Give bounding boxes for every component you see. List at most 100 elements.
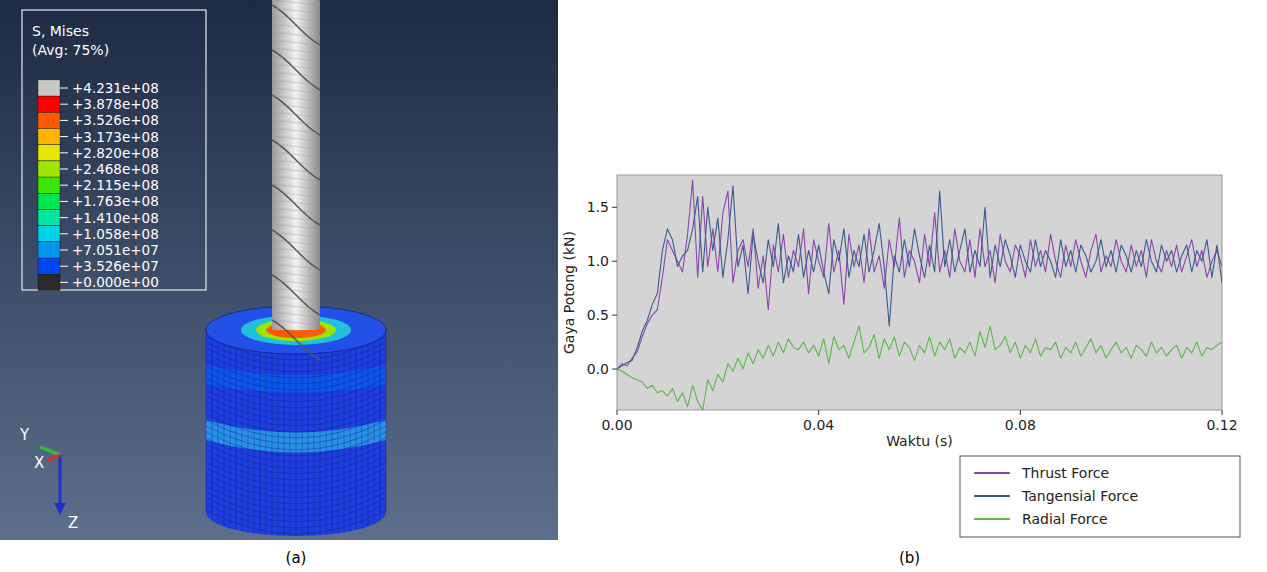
color-swatch [38,112,60,128]
mesh-line [272,112,320,117]
arrow-head [54,503,66,515]
mesh-line [380,330,381,521]
mesh-line [272,24,320,29]
legend-tick [60,201,68,202]
mesh-line [206,396,386,420]
mesh-line [272,16,320,21]
series-line [617,186,1222,369]
legend-label: +3.526e+07 [72,258,159,274]
mesh-line [272,312,320,317]
mesh-line [272,296,320,301]
flute [272,95,320,135]
color-swatch [38,145,60,161]
legend-label: Radial Force [1022,511,1108,527]
mesh-line [314,330,315,536]
mesh-line [206,504,386,528]
mesh-line [272,0,320,5]
mesh-line [272,232,320,237]
mesh-line [320,330,321,535]
mesh-line [368,330,369,526]
mesh-line [272,48,320,53]
y-tick [612,315,617,316]
x-tick [1222,410,1223,415]
axis-triad: YXZ [19,426,78,532]
y-tick [612,261,617,262]
mesh-line [272,304,320,309]
legend-label: +2.115e+08 [72,177,159,193]
mesh-line [206,456,386,480]
mesh-line [218,330,219,524]
mesh-line [278,330,279,536]
mesh-line [224,330,225,526]
flute [272,185,320,225]
flute [272,140,320,180]
legend-tick [60,250,68,251]
drill-mesh [272,0,320,333]
color-swatch [38,96,60,112]
mesh-line [206,378,386,402]
y-tick-label: 0.0 [587,361,609,377]
mesh-line [272,8,320,13]
legend-tick [60,136,68,137]
legend-tick [60,120,68,121]
color-swatch [38,274,60,290]
mesh-line [206,432,386,456]
y-tick [612,369,617,370]
mesh-line [272,176,320,181]
flute [272,50,320,90]
mesh-line [272,128,320,133]
panel-b: 0.000.040.080.120.00.51.01.5Waktu (s)Gay… [561,175,1240,537]
color-swatch [38,177,60,193]
legend-swatch [974,472,1010,474]
color-swatch [38,193,60,209]
mesh-line [206,438,386,462]
mesh [206,330,386,536]
mesh-line [272,280,320,285]
mesh-line [326,330,327,535]
mesh-line [272,288,320,293]
mesh-line [206,498,386,522]
flute [272,320,320,360]
plot-area [617,175,1222,410]
flute [272,5,320,45]
mesh-line [284,330,285,536]
y-tick-label: 0.5 [587,307,609,323]
x-tick-label: 0.08 [1005,417,1036,433]
legend-swatch [974,518,1010,520]
mesh-line [206,408,386,432]
mesh-line [272,224,320,229]
legend-label: +3.173e+08 [72,129,159,145]
legend-tick [60,282,68,283]
mesh-line [260,330,261,534]
mesh-line [272,256,320,261]
legend-tick [60,185,68,186]
drill [272,0,320,330]
axis-label: X [34,454,44,472]
color-swatch [38,210,60,226]
contour-legend: S, Mises(Avg: 75%)+4.231e+08+3.878e+08+3… [22,10,206,291]
mesh-line [272,96,320,101]
panel-a: S, Mises(Avg: 75%)+4.231e+08+3.878e+08+3… [0,0,558,540]
mesh-line [206,372,386,396]
mesh-line [272,216,320,221]
x-tick-label: 0.04 [803,417,834,433]
mesh-line [272,248,320,253]
mesh-line [272,240,320,245]
mesh-line [206,462,386,486]
mesh-line [308,330,309,536]
mesh-line [272,32,320,37]
legend-tick [60,266,68,267]
legend-label: +2.468e+08 [72,161,159,177]
mesh-line [272,152,320,157]
mesh-line [206,384,386,408]
mesh-line [302,330,303,536]
mesh-line [272,160,320,165]
legend-label: +7.051e+07 [72,242,159,258]
mesh-line [206,414,386,438]
mesh-line [206,474,386,498]
mesh-line [272,120,320,125]
mesh-line [356,330,357,530]
x-axis-title: Waktu (s) [886,433,953,449]
x-tick-label: 0.12 [1206,417,1237,433]
mesh-line [206,366,386,390]
